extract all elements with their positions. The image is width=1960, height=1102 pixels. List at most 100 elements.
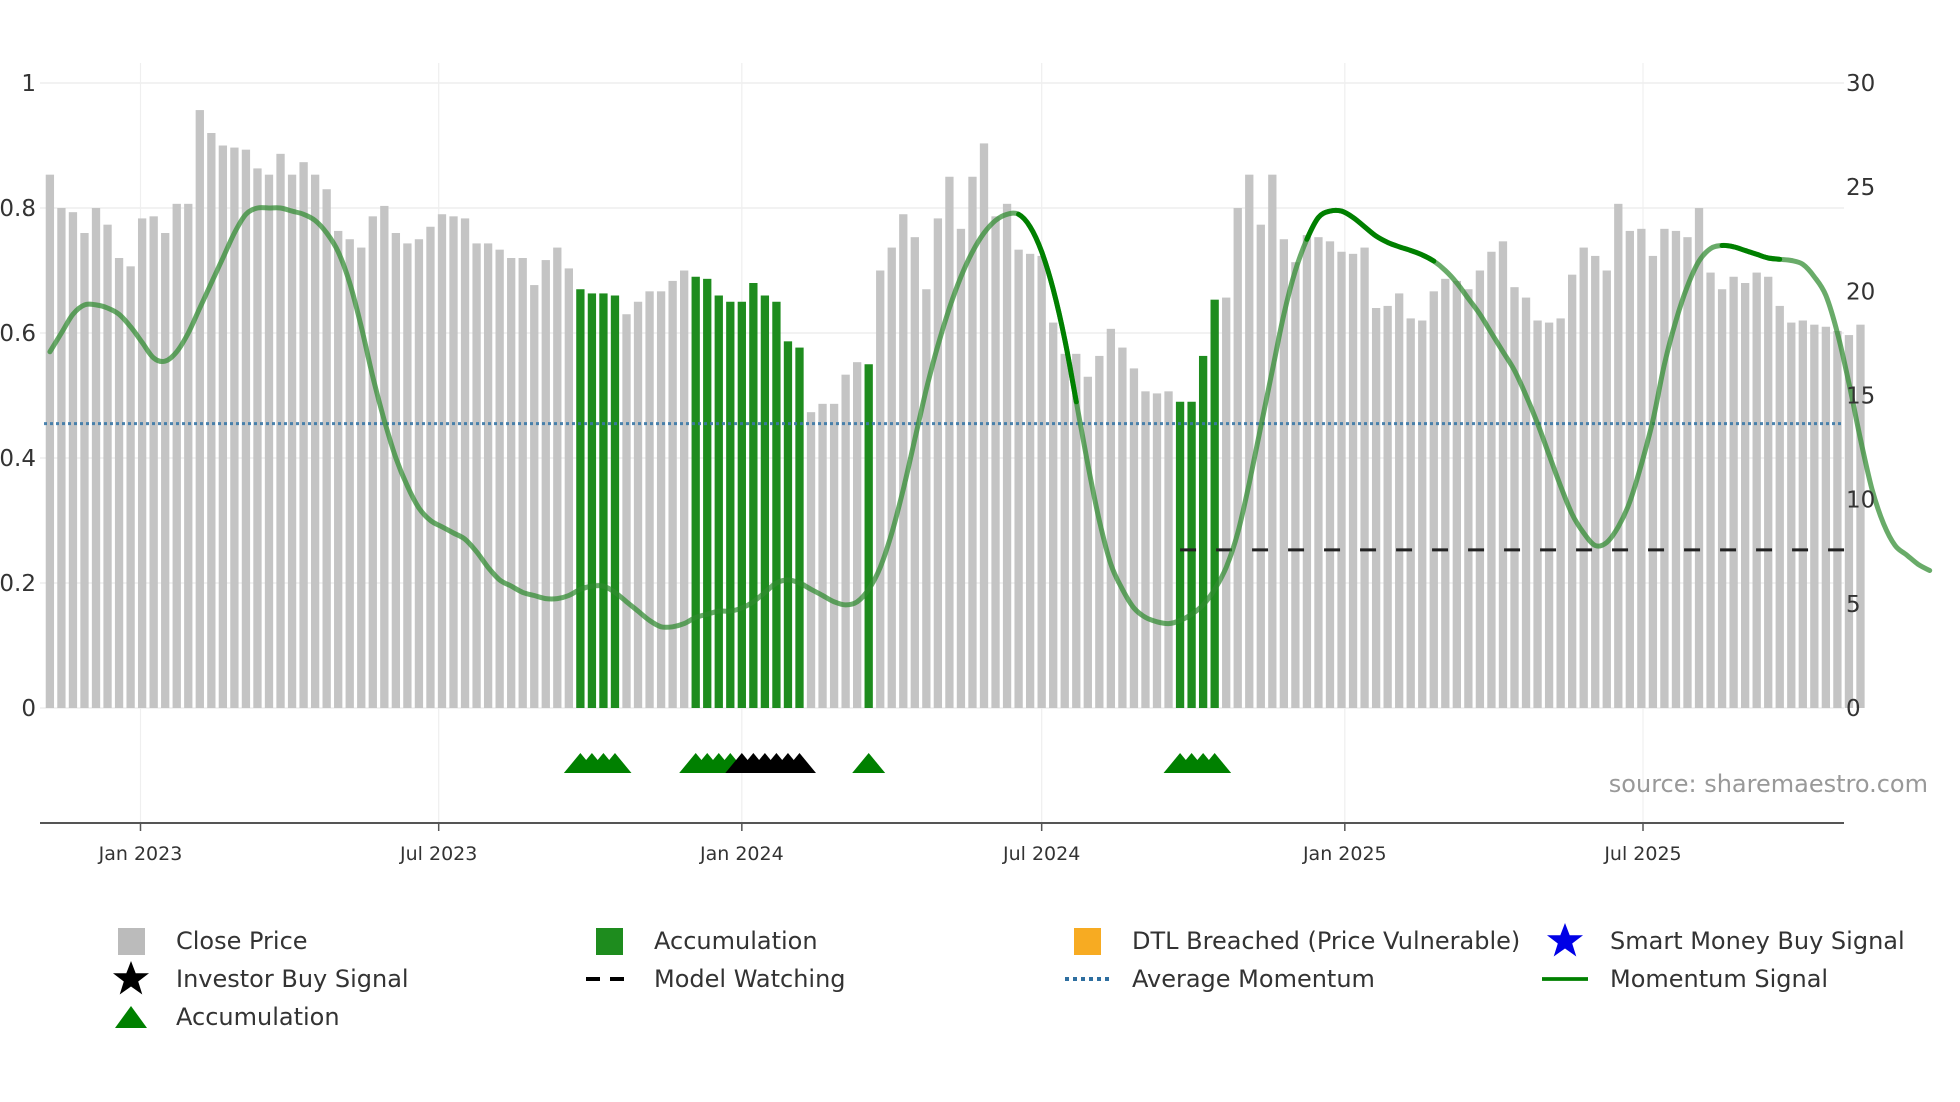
close-price-bar: [322, 189, 331, 708]
close-price-bar: [1775, 305, 1784, 708]
close-price-bar: [887, 247, 896, 709]
close-price-bar: [1568, 274, 1577, 708]
left-tick-label: 0.2: [0, 571, 36, 597]
close-price-bar: [564, 268, 573, 708]
close-price-bar: [1464, 289, 1473, 708]
right-tick-label: 30: [1846, 71, 1875, 97]
accumulation-bar: [726, 301, 735, 708]
left-tick-label: 0.8: [0, 196, 36, 222]
close-price-bar: [507, 258, 516, 708]
close-price-bar: [1810, 324, 1819, 708]
close-price-bar: [1740, 283, 1750, 708]
left-tick-label: 1: [21, 71, 36, 97]
accumulation-bar: [691, 276, 700, 708]
close-price-bar: [1418, 320, 1427, 708]
close-price-bar: [472, 243, 481, 708]
close-price-bar: [403, 243, 412, 708]
close-price-bar: [899, 214, 908, 708]
close-price-bar: [1544, 322, 1554, 708]
close-price-bar: [1014, 249, 1023, 708]
close-price-bar: [1222, 297, 1231, 708]
close-price-bar: [1648, 255, 1658, 708]
close-price-bar: [622, 314, 631, 708]
close-price-bar: [1660, 228, 1669, 709]
x-axis-ticks: Jan 2023 Jul 2023 Jan 2024 Jul 2024 Jan 2025…: [98, 823, 1682, 865]
close-price-bar: [933, 218, 943, 708]
x-tick-label: Jul 2023: [399, 843, 477, 865]
close-price-bar: [449, 216, 458, 709]
close-price-bar: [518, 258, 527, 708]
close-price-bar: [1164, 391, 1173, 708]
right-tick-label: 15: [1846, 384, 1875, 410]
x-tick-label: Jan 2024: [699, 843, 784, 865]
close-price-bar: [1694, 208, 1704, 708]
close-price-bar: [391, 233, 401, 708]
close-price-bar: [1521, 297, 1531, 708]
accumulation-bar: [587, 293, 597, 708]
close-price-bar: [1706, 272, 1715, 708]
close-price-bar: [1625, 230, 1634, 708]
close-price-bar: [1152, 393, 1162, 708]
close-price-bar: [656, 291, 666, 708]
right-axis-ticks: 0 5 10 15 20 25 30: [1846, 71, 1875, 722]
signal-lines: [44, 205, 1933, 630]
close-price-bar: [287, 174, 297, 708]
close-price-bar: [1314, 237, 1323, 708]
left-tick-label: 0.4: [0, 446, 36, 472]
accumulation-bar: [1187, 401, 1196, 708]
close-price-bar: [841, 374, 850, 708]
close-price-bar: [1752, 272, 1761, 708]
close-price-bar: [1787, 322, 1796, 708]
close-price-bar: [1233, 208, 1242, 708]
close-price-bar: [253, 168, 262, 708]
accumulation-bar: [864, 364, 873, 708]
close-price-bar: [91, 208, 101, 708]
close-price-bar: [1002, 203, 1012, 709]
close-price-bar: [1533, 320, 1542, 708]
close-price-bar: [1256, 224, 1265, 708]
close-price-bar: [853, 362, 862, 708]
close-price-bar: [1475, 270, 1485, 708]
close-price-bar: [1683, 237, 1692, 708]
close-price-bar: [1614, 203, 1623, 709]
close-price-bar: [426, 226, 435, 708]
close-price-bar: [1118, 347, 1127, 708]
close-price-bar: [149, 216, 158, 709]
close-price-bar: [1302, 235, 1312, 709]
close-price-bar: [1245, 174, 1254, 708]
close-price-bar: [1037, 255, 1046, 708]
close-price-bar: [161, 233, 170, 708]
close-price-bar: [1833, 330, 1842, 708]
left-tick-label: 0.6: [0, 321, 36, 347]
momentum-signal-highlight: [1304, 207, 1437, 264]
close-price-bar: [1141, 391, 1150, 708]
accumulation-bar: [1198, 355, 1208, 708]
accumulation-bar: [599, 293, 608, 708]
close-price-bar: [184, 203, 193, 709]
close-price-bar: [680, 270, 689, 708]
close-price-bar: [357, 247, 366, 709]
close-price-bar: [137, 218, 147, 708]
close-price-bar: [1072, 353, 1081, 708]
close-price-bar: [345, 239, 354, 708]
close-price-bar: [1371, 308, 1381, 708]
accumulation-bar: [783, 341, 793, 708]
accumulation-bar: [795, 347, 804, 708]
close-price-bar: [1671, 230, 1681, 708]
close-price-bar: [334, 230, 343, 708]
close-price-bar: [414, 239, 424, 708]
accumulation-bar: [772, 301, 781, 708]
close-price-bar: [1856, 324, 1865, 708]
close-price-bar: [945, 176, 954, 708]
close-price-bar: [195, 110, 204, 709]
close-price-bar: [495, 249, 504, 708]
close-price-bar: [1821, 326, 1831, 708]
close-price-bar: [645, 291, 654, 708]
close-price-bar: [1602, 270, 1611, 708]
close-price-bar: [633, 301, 643, 708]
close-price-bar: [460, 218, 470, 708]
close-price-bar: [1452, 280, 1461, 708]
close-price-bar: [553, 247, 562, 709]
close-price-bar: [829, 403, 839, 708]
close-price-bar: [80, 233, 89, 708]
